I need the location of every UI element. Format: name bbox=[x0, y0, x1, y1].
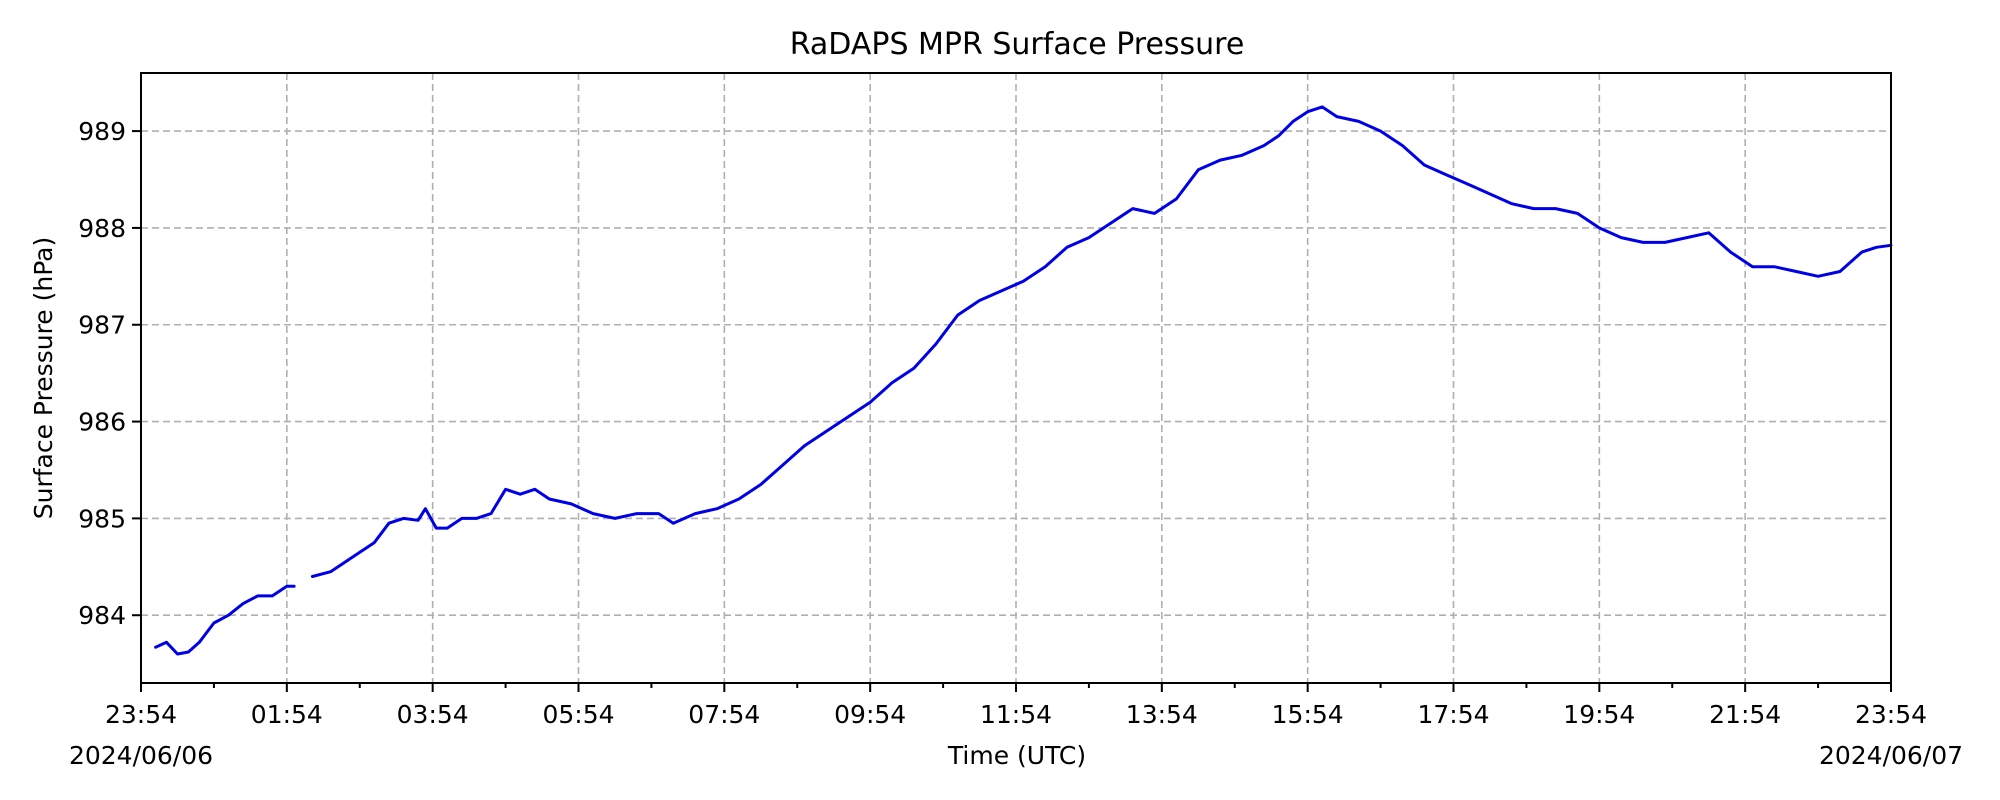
x-tick-label: 13:54 bbox=[1126, 700, 1198, 729]
y-axis-label: Surface Pressure (hPa) bbox=[29, 237, 58, 520]
x-tick-label: 11:54 bbox=[980, 700, 1052, 729]
grid-layer bbox=[141, 73, 1891, 683]
series-layer bbox=[154, 105, 1893, 656]
x-tick-label: 15:54 bbox=[1272, 700, 1344, 729]
pressure-series-line bbox=[310, 105, 1893, 578]
y-tick-label: 985 bbox=[78, 504, 126, 533]
y-tick-label: 984 bbox=[78, 601, 126, 630]
x-tick-label: 21:54 bbox=[1709, 700, 1781, 729]
pressure-series-line bbox=[154, 584, 296, 656]
x-axis-label: Time (UTC) bbox=[947, 741, 1086, 770]
chart-title: RaDAPS MPR Surface Pressure bbox=[790, 27, 1245, 62]
x-date-start: 2024/06/06 bbox=[69, 741, 213, 770]
y-tick-label: 988 bbox=[78, 214, 126, 243]
x-tick-label: 23:54 bbox=[1855, 700, 1927, 729]
x-tick-label: 05:54 bbox=[542, 700, 614, 729]
y-tick-label: 987 bbox=[78, 311, 126, 340]
x-tick-label: 09:54 bbox=[834, 700, 906, 729]
x-tick-label: 03:54 bbox=[397, 700, 469, 729]
x-date-end: 2024/06/07 bbox=[1819, 741, 1963, 770]
ticks-layer: 23:54 01:54 03:54 05:54 07:54 09:54 11:54 13:54… bbox=[78, 117, 1927, 729]
y-tick-label: 986 bbox=[78, 408, 126, 437]
x-tick-label: 19:54 bbox=[1563, 700, 1635, 729]
x-tick-label: 07:54 bbox=[688, 700, 760, 729]
x-tick-label: 17:54 bbox=[1417, 700, 1489, 729]
x-tick-label: 23:54 bbox=[105, 700, 177, 729]
y-tick-label: 989 bbox=[78, 117, 126, 146]
x-tick-label: 01:54 bbox=[251, 700, 323, 729]
